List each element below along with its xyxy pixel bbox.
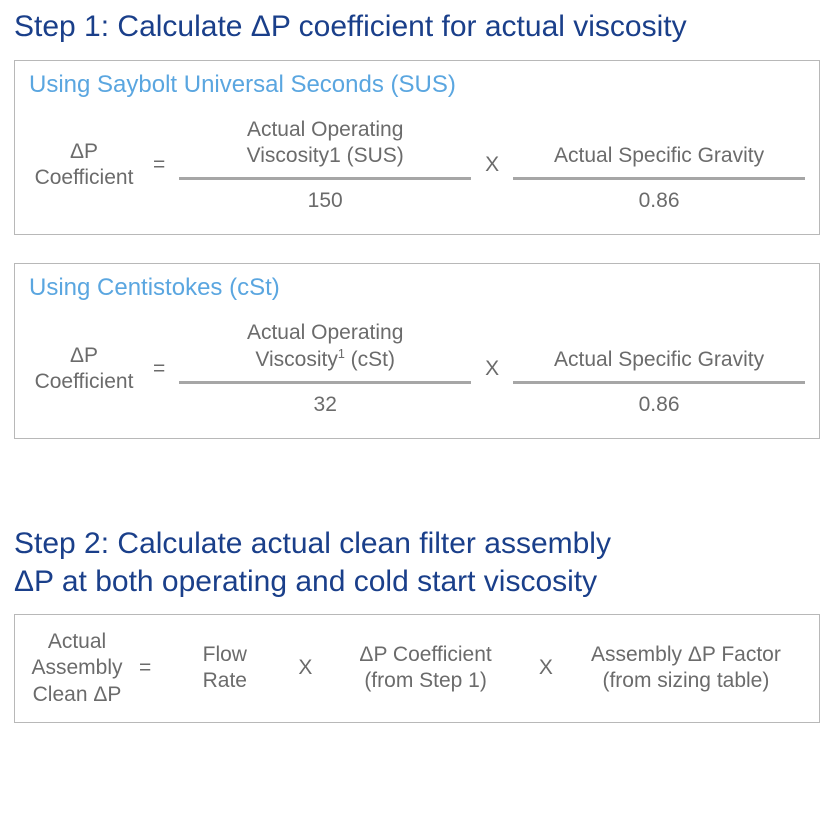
sus-equals: =	[153, 153, 165, 177]
cst-frac1-num-line2: Viscosity1 (cSt)	[255, 348, 395, 371]
step2-lhs: Actual Assembly Clean ΔP	[29, 629, 125, 708]
step2-term3: Assembly ΔP Factor (from sizing table)	[567, 642, 805, 695]
cst-frac1: Actual Operating Viscosity1 (cSt) 32	[179, 318, 471, 420]
cst-lhs-line2: Coefficient	[35, 370, 134, 393]
step2-term2-line1: ΔP Coefficient	[359, 643, 491, 666]
cst-formula: ΔP Coefficient = Actual Operating Viscos…	[29, 318, 805, 420]
cst-times: X	[485, 357, 499, 381]
step2-heading: Step 2: Calculate actual clean filter as…	[14, 525, 820, 600]
fraction-bar	[179, 381, 471, 384]
cst-subheading: Using Centistokes (cSt)	[29, 274, 805, 302]
sus-lhs: ΔP Coefficient	[29, 139, 139, 192]
step2-lhs-line1: Actual	[48, 630, 106, 653]
formula-box-sus: Using Saybolt Universal Seconds (SUS) ΔP…	[14, 60, 820, 236]
sus-frac2-num: Actual Specific Gravity	[554, 144, 764, 167]
sus-frac2: Actual Specific Gravity 0.86	[513, 115, 805, 217]
step2-term1: Flow Rate	[165, 642, 284, 695]
cst-frac2: Actual Specific Gravity 0.86	[513, 318, 805, 420]
step2-heading-line2: ΔP at both operating and cold start visc…	[14, 565, 597, 598]
sus-frac1-den: 150	[300, 186, 351, 216]
sus-frac1: Actual Operating Viscosity1 (SUS) 150	[179, 115, 471, 217]
step2-term3-line1: Assembly ΔP Factor	[591, 643, 781, 666]
step2-times1: X	[298, 656, 312, 680]
sus-times: X	[485, 153, 499, 177]
cst-lhs: ΔP Coefficient	[29, 343, 139, 396]
cst-frac2-num: Actual Specific Gravity	[554, 348, 764, 371]
step2-term1-line2: Rate	[203, 669, 247, 692]
cst-frac2-den: 0.86	[631, 390, 688, 420]
step2-term2: ΔP Coefficient (from Step 1)	[326, 642, 524, 695]
sus-frac1-num-line1: Actual Operating	[247, 118, 403, 141]
cst-frac1-num-line1: Actual Operating	[247, 321, 403, 344]
sus-lhs-line2: Coefficient	[35, 166, 134, 189]
step2-term3-line2: (from sizing table)	[602, 669, 769, 692]
step2-times2: X	[539, 656, 553, 680]
sus-lhs-line1: ΔP	[70, 140, 98, 163]
step2-term2-line2: (from Step 1)	[364, 669, 487, 692]
fraction-bar	[513, 381, 805, 384]
step2-lhs-line3: Clean ΔP	[33, 683, 122, 706]
cst-frac1-den: 32	[306, 390, 345, 420]
formula-box-cst: Using Centistokes (cSt) ΔP Coefficient =…	[14, 263, 820, 439]
sus-frac1-num-line2: Viscosity1 (SUS)	[247, 144, 404, 167]
formula-box-step2: Actual Assembly Clean ΔP = Flow Rate X Δ…	[14, 614, 820, 723]
step2-term1-line1: Flow	[203, 643, 247, 666]
step1-heading: Step 1: Calculate ΔP coefficient for act…	[14, 8, 820, 46]
fraction-bar	[513, 177, 805, 180]
fraction-bar	[179, 177, 471, 180]
sus-formula: ΔP Coefficient = Actual Operating Viscos…	[29, 115, 805, 217]
step2-lhs-line2: Assembly	[31, 656, 122, 679]
step2-equals: =	[139, 656, 151, 680]
sus-subheading: Using Saybolt Universal Seconds (SUS)	[29, 71, 805, 99]
cst-equals: =	[153, 357, 165, 381]
step2-formula: Actual Assembly Clean ΔP = Flow Rate X Δ…	[29, 629, 805, 708]
cst-lhs-line1: ΔP	[70, 344, 98, 367]
sus-frac2-den: 0.86	[631, 186, 688, 216]
step2-heading-line1: Step 2: Calculate actual clean filter as…	[14, 527, 611, 560]
